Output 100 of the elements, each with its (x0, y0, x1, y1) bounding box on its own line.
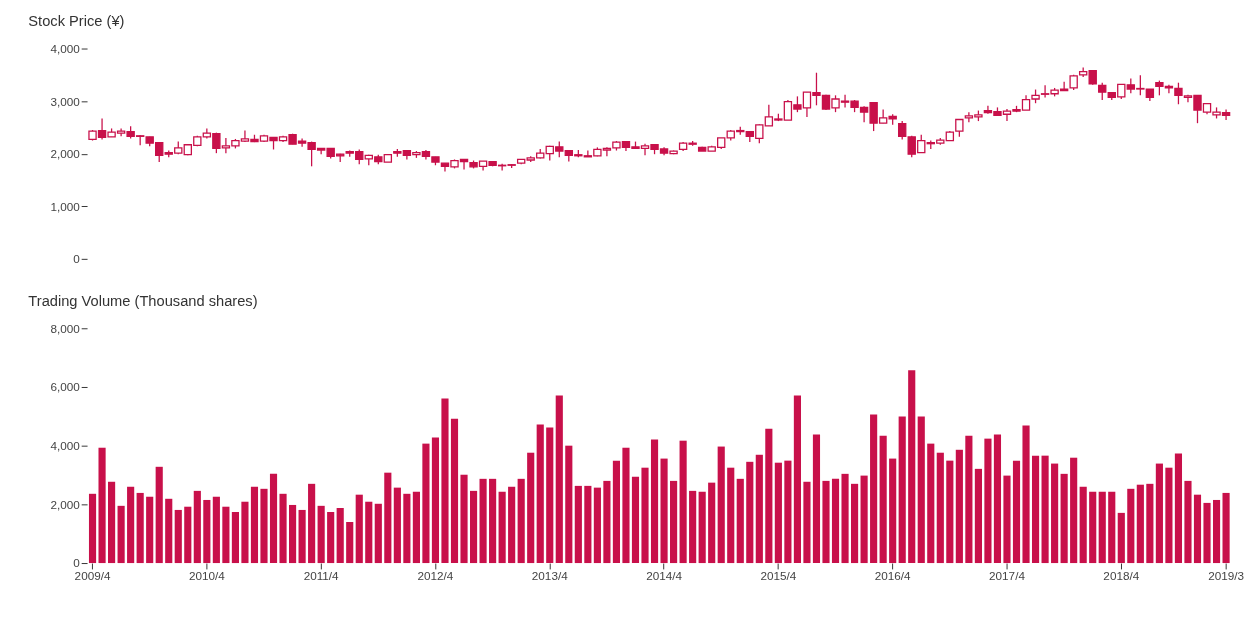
bar (527, 452, 535, 564)
bar (631, 476, 640, 564)
bar (88, 493, 97, 564)
bar (469, 490, 478, 564)
bar (889, 458, 897, 564)
bar (1212, 499, 1221, 564)
bar (317, 505, 325, 564)
bar (612, 460, 621, 564)
bar (1155, 463, 1163, 564)
bar (727, 467, 735, 564)
bar (974, 468, 982, 564)
bar (222, 506, 230, 564)
bar (765, 428, 773, 564)
x-tick-label: 2009/4 (74, 569, 111, 583)
bar (565, 445, 573, 564)
bar (250, 486, 259, 564)
bar (1117, 512, 1125, 564)
bar (927, 443, 935, 564)
bar (660, 458, 668, 564)
bar (403, 493, 411, 564)
bar (374, 503, 382, 564)
bar (489, 478, 497, 564)
bar (917, 416, 925, 564)
bar (851, 483, 859, 564)
bar (812, 434, 821, 564)
bar (393, 487, 401, 564)
bar (327, 512, 335, 564)
bar (1146, 483, 1154, 564)
bar (1174, 453, 1183, 564)
x-tick-label: 2010/4 (188, 569, 226, 583)
bar (298, 509, 306, 564)
bar (650, 439, 659, 564)
bar (1031, 455, 1040, 564)
bar (784, 460, 792, 564)
bar (1108, 491, 1116, 564)
bar (993, 434, 1002, 564)
x-tick-label: 2013/4 (531, 569, 569, 583)
bar (1003, 475, 1011, 564)
bar (1060, 473, 1068, 564)
bar (746, 461, 754, 564)
bar (793, 395, 801, 564)
bar (1051, 463, 1059, 564)
bar (622, 447, 630, 564)
bar (755, 454, 763, 564)
bar (1165, 467, 1173, 564)
bar (546, 427, 554, 564)
y-tick-label: 4,000 (50, 439, 81, 453)
y-tick-label: 0 (73, 556, 81, 570)
bar (98, 447, 106, 564)
bar (165, 498, 173, 564)
bar (231, 512, 239, 564)
bar (1098, 491, 1106, 564)
bar (1041, 455, 1049, 564)
bar (155, 466, 163, 564)
bar (879, 435, 887, 564)
y-tick-label: 0 (73, 252, 81, 266)
bar (984, 438, 992, 564)
y-tick-label: 1,000 (50, 199, 81, 213)
bar (508, 486, 516, 564)
bar (269, 473, 278, 564)
bar (460, 474, 468, 564)
bar (555, 395, 563, 564)
bar (1022, 425, 1030, 564)
bar (679, 440, 687, 564)
bar (203, 499, 211, 564)
bar (822, 480, 830, 564)
x-tick-label: 2015/4 (760, 569, 797, 583)
bar (498, 491, 506, 564)
bar (136, 492, 144, 564)
x-tick-label: 2019/3 (1208, 569, 1244, 583)
bar (1012, 460, 1021, 564)
bar (146, 496, 154, 564)
bar (355, 494, 363, 564)
bar (936, 452, 944, 564)
bar (260, 488, 268, 564)
bar (717, 446, 725, 564)
bar (574, 485, 582, 564)
bar (1193, 494, 1202, 564)
bar (365, 501, 373, 564)
bar (536, 424, 544, 564)
bar (1127, 488, 1135, 564)
bar (212, 496, 220, 564)
y-tick-label: 6,000 (50, 380, 81, 394)
bar (1070, 457, 1078, 564)
bar (908, 370, 916, 564)
y-tick-label: 2,000 (50, 147, 81, 161)
bar (698, 491, 706, 564)
bar (479, 478, 487, 564)
bar (736, 478, 744, 564)
bar (1079, 486, 1087, 564)
bar (584, 485, 592, 564)
bar (1089, 491, 1097, 564)
bar (1222, 492, 1230, 564)
bar (603, 480, 611, 564)
bar (641, 467, 649, 564)
bar (450, 418, 459, 564)
y-tick-label: 4,000 (50, 41, 81, 55)
bar (860, 475, 868, 564)
bar (127, 486, 135, 564)
bar (870, 414, 878, 564)
